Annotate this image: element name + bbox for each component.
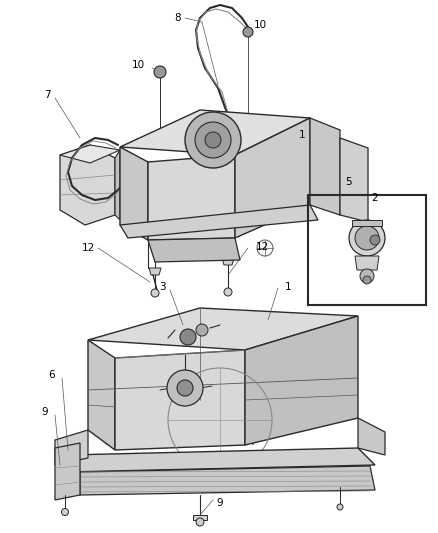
Polygon shape (340, 138, 368, 222)
Circle shape (167, 370, 203, 406)
Polygon shape (88, 308, 358, 350)
Text: 1: 1 (299, 130, 305, 140)
Polygon shape (355, 256, 379, 270)
Circle shape (243, 27, 253, 37)
Text: 1: 1 (285, 282, 291, 292)
Polygon shape (120, 205, 318, 238)
Circle shape (205, 132, 221, 148)
Text: 8: 8 (175, 13, 181, 23)
Text: 6: 6 (49, 370, 55, 380)
Polygon shape (245, 316, 358, 445)
Polygon shape (120, 147, 148, 240)
Text: 9: 9 (217, 498, 223, 508)
Circle shape (224, 288, 232, 296)
Polygon shape (55, 443, 80, 500)
Polygon shape (60, 145, 120, 163)
Polygon shape (120, 110, 310, 155)
Circle shape (180, 329, 196, 345)
Circle shape (349, 220, 385, 256)
Text: 12: 12 (81, 243, 95, 253)
Polygon shape (55, 430, 88, 465)
Text: 7: 7 (44, 90, 50, 100)
Circle shape (363, 276, 371, 284)
Polygon shape (115, 350, 245, 450)
Circle shape (185, 112, 241, 168)
Polygon shape (235, 118, 310, 238)
Text: 10: 10 (131, 60, 145, 70)
Circle shape (337, 504, 343, 510)
Bar (308, 195, 426, 305)
Text: 5: 5 (345, 177, 351, 187)
Circle shape (370, 235, 380, 245)
Polygon shape (80, 466, 375, 495)
Polygon shape (148, 238, 240, 262)
Polygon shape (68, 448, 375, 472)
Polygon shape (222, 258, 234, 265)
Circle shape (61, 508, 68, 515)
Polygon shape (148, 155, 235, 240)
Polygon shape (88, 340, 115, 450)
Circle shape (154, 66, 166, 78)
Text: 2: 2 (372, 193, 378, 203)
Text: 9: 9 (42, 407, 48, 417)
Polygon shape (310, 118, 340, 215)
Text: 3: 3 (159, 282, 165, 292)
Polygon shape (358, 418, 385, 455)
Circle shape (196, 324, 208, 336)
Text: 12: 12 (255, 242, 268, 252)
Circle shape (151, 289, 159, 297)
Polygon shape (60, 145, 115, 225)
Circle shape (355, 226, 379, 250)
Circle shape (195, 122, 231, 158)
Text: 10: 10 (254, 20, 267, 30)
Circle shape (196, 518, 204, 526)
Polygon shape (149, 268, 161, 275)
Polygon shape (115, 150, 120, 220)
Circle shape (177, 380, 193, 396)
Polygon shape (352, 220, 382, 226)
Polygon shape (193, 515, 207, 520)
Circle shape (360, 269, 374, 283)
